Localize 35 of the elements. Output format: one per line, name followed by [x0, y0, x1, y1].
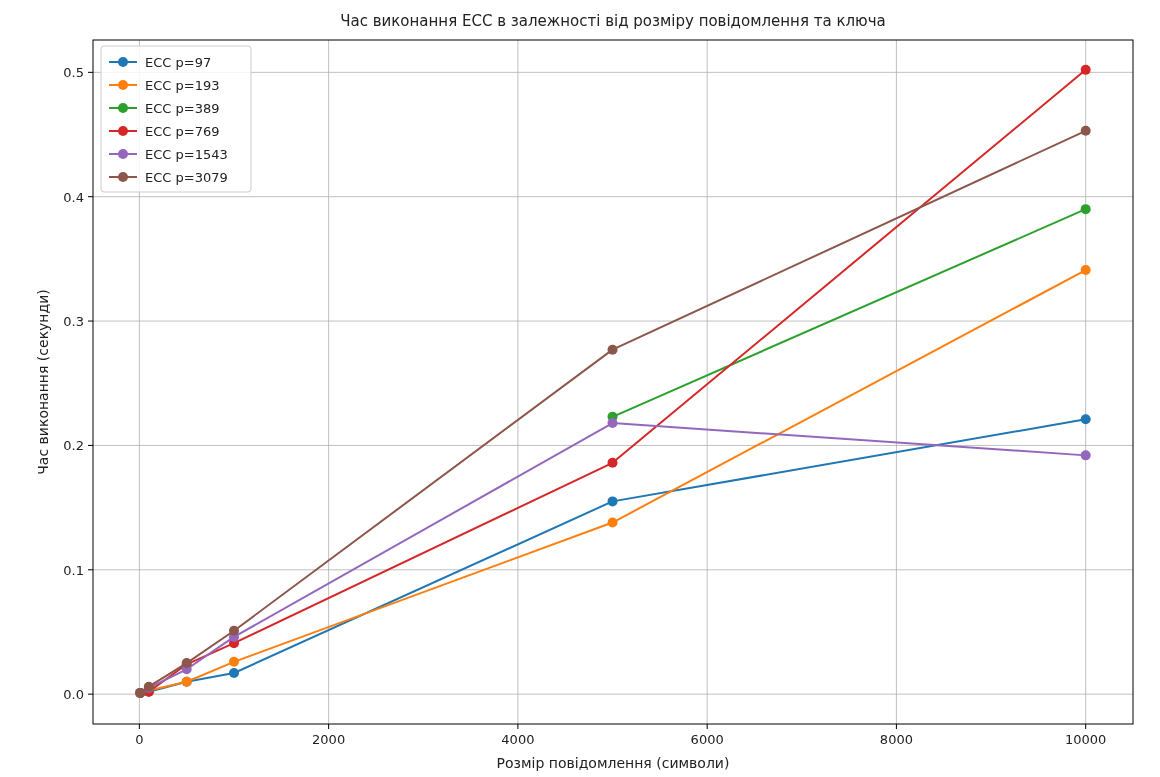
legend-label: ECC p=1543 — [145, 147, 228, 162]
y-tick-label: 0.5 — [63, 65, 84, 81]
legend-label: ECC p=769 — [145, 124, 220, 139]
x-tick-label: 4000 — [501, 732, 535, 747]
chart-title: Час виконання ECC в залежності від розміру повідомлення та ключа — [340, 12, 886, 30]
legend-label: ECC p=193 — [145, 78, 220, 93]
y-tick-label: 0.1 — [63, 562, 84, 578]
legend-label: ECC p=97 — [145, 55, 212, 70]
point — [607, 457, 618, 468]
x-tick-label: 10000 — [1065, 732, 1107, 747]
point — [607, 344, 618, 355]
point — [1080, 265, 1091, 276]
point — [229, 668, 239, 679]
x-tick-label: 2000 — [312, 732, 346, 747]
point — [607, 496, 618, 507]
x-tick-label: 0 — [135, 732, 144, 747]
x-axis-title: Розмір повідомлення (символи) — [496, 755, 730, 771]
point — [1080, 450, 1091, 461]
point — [607, 418, 618, 429]
y-tick-label: 0.3 — [63, 314, 84, 330]
y-tick-label: 0.2 — [63, 438, 84, 454]
legend-label: ECC p=389 — [145, 101, 220, 116]
point — [1080, 204, 1091, 215]
legend-label: ECC p=3079 — [145, 170, 228, 185]
point — [607, 517, 618, 528]
point — [1080, 64, 1091, 75]
y-tick-label: 0.0 — [63, 687, 84, 703]
point — [1080, 125, 1091, 136]
x-tick-label: 6000 — [690, 732, 724, 747]
x-tick-label: 8000 — [879, 732, 913, 747]
point — [229, 656, 239, 667]
point — [1080, 414, 1091, 425]
y-tick-label: 0.4 — [63, 189, 84, 205]
point — [229, 625, 239, 636]
y-axis-title: Час виконання (секунди) — [35, 289, 51, 475]
